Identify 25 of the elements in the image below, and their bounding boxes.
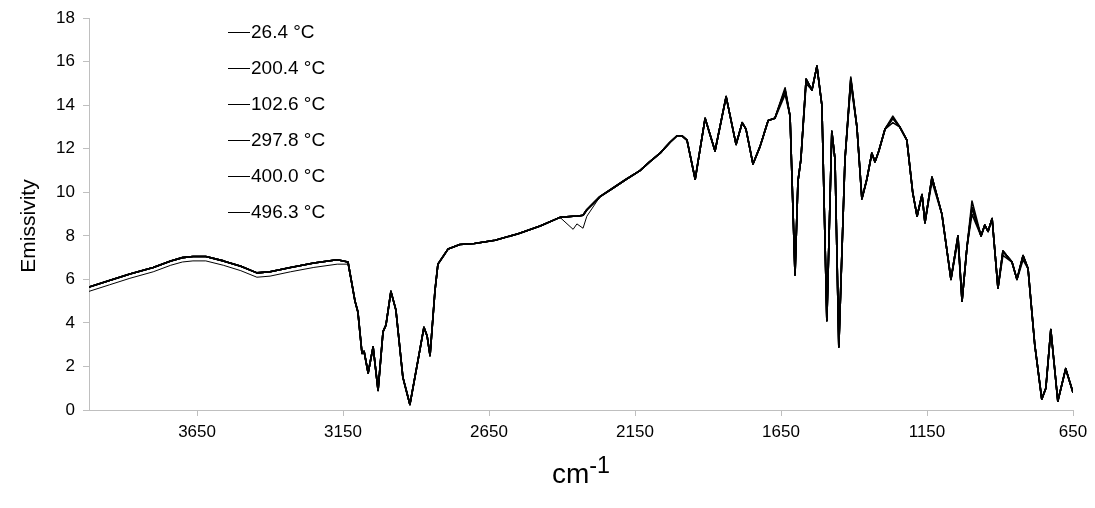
x-tick-label: 650 [1058,421,1088,441]
x-tick-label: 1150 [908,421,946,441]
y-tick-label: 18 [56,7,75,27]
y-tick-label: 4 [65,312,75,332]
legend-label: 102.6 °C [251,93,326,115]
x-tick-label: 3150 [324,421,362,441]
x-tick-label: 2650 [470,421,508,441]
y-tick-label: 2 [65,356,75,376]
y-tick-label: 14 [56,94,75,114]
y-tick-label: 6 [65,269,75,289]
x-tick-label: 1650 [762,421,800,441]
y-tick-label: 12 [56,138,75,158]
legend-label: 297.8 °C [251,129,326,151]
y-tick-label: 0 [65,399,75,419]
x-tick-label: 3650 [178,421,216,441]
x-axis-title: cm$^{-1}$ [551,452,611,491]
legend-label: 496.3 °C [251,201,326,223]
y-tick-label: 10 [56,182,75,202]
legend-label: 26.4 °C [251,21,315,43]
x-tick-label: 2150 [616,421,654,441]
y-tick-label: 16 [56,51,75,71]
y-axis-title: Emissivity [16,179,40,273]
legend-label: 400.0 °C [251,165,326,187]
legend-label: 200.4 °C [251,57,326,79]
y-tick-label: 8 [65,225,75,245]
